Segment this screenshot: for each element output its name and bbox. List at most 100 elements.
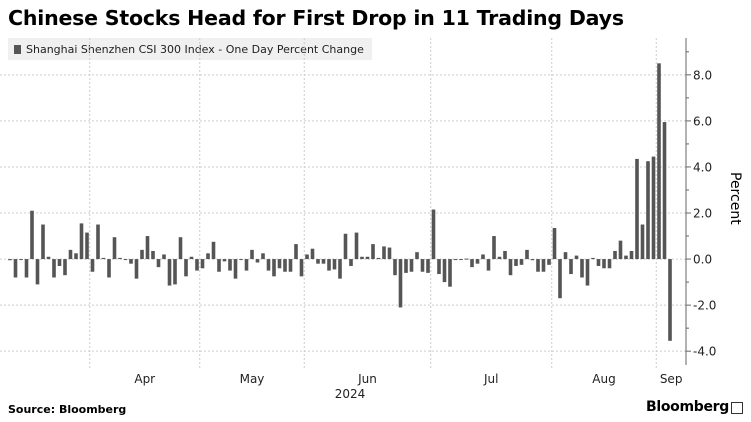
bar [415,252,419,260]
bar [151,251,155,260]
bar [233,259,238,279]
bar [426,259,430,273]
bar [404,259,408,273]
bar [52,259,56,278]
y-tick-label: 6.0 [693,114,712,128]
bar [453,259,458,261]
bar [96,224,100,260]
x-year-label: 2024 [335,387,366,401]
x-tick-label: Jun [357,372,377,386]
bar [46,256,51,260]
bar [338,259,342,279]
bar [222,259,227,262]
bar [255,259,260,263]
x-tick-label: Jul [483,372,498,386]
x-tick-label: May [240,372,265,386]
legend-swatch [14,44,21,54]
bar [552,227,557,260]
x-tick-label: Apr [134,372,155,386]
bar [41,224,45,260]
bar [360,256,364,260]
bar [492,236,496,260]
bar [217,259,221,272]
bar [393,259,397,276]
bar [624,255,628,260]
bar [129,259,133,264]
bar [536,259,540,272]
source-note: Source: Bloomberg [8,403,127,416]
bar [140,249,144,260]
bar [178,237,183,260]
bar [420,259,425,272]
bar [464,258,469,260]
bar [448,259,452,287]
bar [481,254,485,260]
bar [123,259,128,261]
bar [195,259,199,271]
y-axis-label: Percent [727,172,743,225]
bar [365,256,370,260]
bar [442,259,447,283]
bar [354,232,359,260]
bar [79,223,84,260]
bar [261,253,265,260]
bar [13,259,18,278]
bar [569,259,573,275]
bar [24,259,29,278]
bar [431,209,436,260]
bar [574,255,579,260]
bar [167,259,172,286]
bar [228,259,232,271]
legend-label: Shanghai Shenzhen CSI 300 Index - One Da… [26,42,364,56]
legend: Shanghai Shenzhen CSI 300 Index - One Da… [8,38,372,60]
logo-mark-icon [731,402,743,414]
bar [668,259,672,341]
bar [409,259,414,272]
bar [541,259,546,272]
bar [316,259,320,264]
bar [30,210,34,260]
bar [305,254,309,260]
bar [640,224,645,260]
bar [398,259,403,308]
bar [530,259,535,261]
bar [382,246,386,260]
bar [585,259,590,286]
bar [68,249,73,260]
bar [635,158,639,260]
bar [503,251,507,260]
bar [294,244,298,260]
bar [591,257,595,260]
bar [343,233,348,260]
bar [514,259,518,266]
bar [629,251,634,260]
bar [145,236,150,260]
bar [211,241,216,260]
bloomberg-logo: Bloomberg [645,399,729,415]
bar [189,256,194,260]
bar [288,259,293,272]
x-tick-label: Aug [592,372,615,386]
bar [173,259,177,285]
bar [519,259,524,265]
bar [580,259,584,278]
bar [134,259,139,279]
bar [596,259,601,266]
bar [376,257,381,260]
bar [613,251,617,260]
bar [618,240,623,260]
bar [250,249,254,260]
bar [508,259,513,276]
bar [8,259,12,261]
x-tick-label: Sep [660,372,683,386]
bar [19,259,23,261]
bar [651,156,656,260]
bar [475,259,480,264]
y-tick-label: 0.0 [693,253,712,267]
bar [437,259,441,275]
bar [486,259,491,271]
bar [200,259,205,269]
bar [310,248,315,260]
bar [57,259,62,266]
